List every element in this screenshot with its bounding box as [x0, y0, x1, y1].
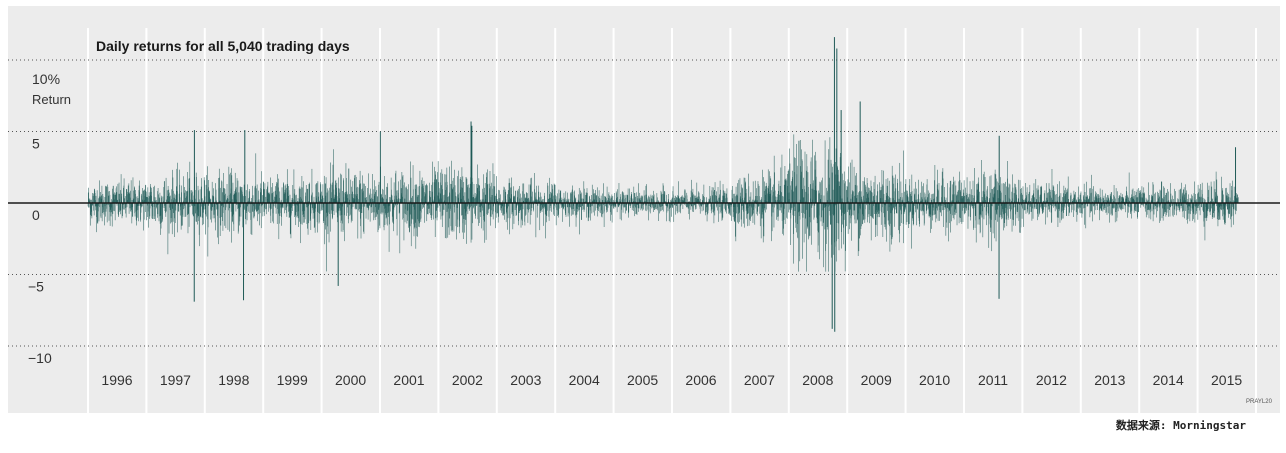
- vertical-gridlines: [88, 28, 1256, 413]
